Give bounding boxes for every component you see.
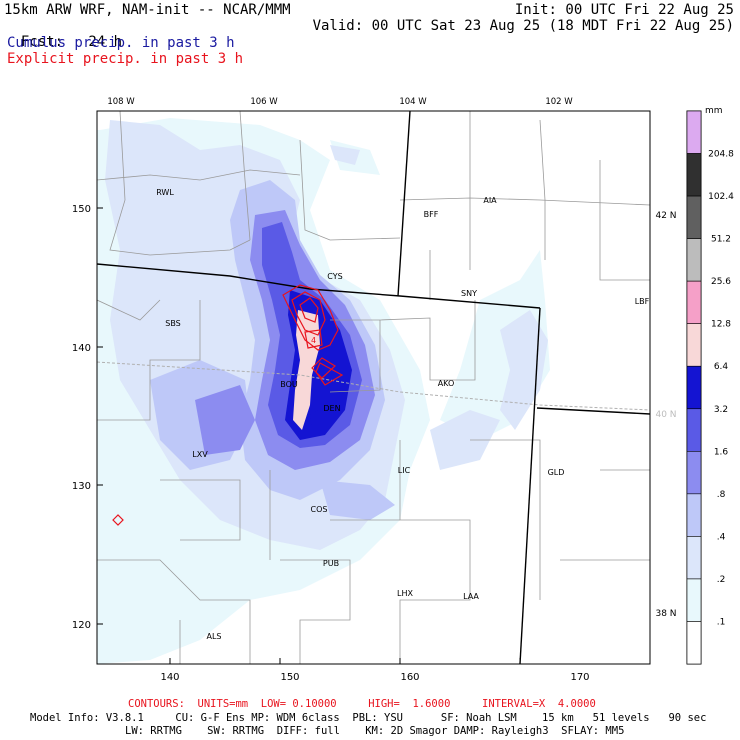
station-laa: LAA [463,592,479,601]
station-den: DEN [323,404,340,413]
map-frame [96,110,651,665]
station-labels: RWL BFF AIA CYS SNY LBF SBS AKO BOU DEN … [156,188,649,641]
grid-ticks [97,207,521,664]
state-borders [96,110,651,665]
lon-label: 102 W [545,97,573,107]
legend-level: .4 [717,532,726,542]
legend-swatch [686,110,702,154]
legend-swatch [686,621,702,665]
latitude-labels: 42 N 40 N 38 N [655,211,676,619]
legend-swatch [686,280,702,324]
legend-level: 51.2 [711,235,731,245]
station-als: ALS [206,632,221,641]
explicit-precip-label: Explicit precip. in past 3 h [7,51,244,67]
legend-level: .2 [717,575,726,585]
physics-info: LW: RRTMG SW: RRTMG DIFF: full KM: 2D Sm… [125,725,625,737]
model-title: 15km ARW WRF, NAM-init -- NCAR/MMM [4,2,291,18]
legend-swatch [686,323,702,367]
legend-level: 1.6 [714,447,729,457]
legend-level: 25.6 [711,277,731,287]
legend-level: 3.2 [714,405,728,415]
longitude-labels: 108 W 106 W 104 W 102 W [107,97,573,107]
county-lines [97,111,650,664]
lon-label: 108 W [107,97,135,107]
station-pub: PUB [323,559,339,568]
init-time: Init: 00 UTC Fri 22 Aug 25 [514,2,734,18]
y-tick: 140 [72,343,91,354]
model-info: Model Info: V3.8.1 CU: G-F Ens MP: WDM 6… [30,712,707,724]
legend-swatch [686,153,702,197]
x-tick: 140 [160,672,179,683]
y-tick-labels: 120 130 140 150 [72,204,91,631]
station-lxv: LXV [192,450,208,459]
station-lbf: LBF [635,297,650,306]
y-tick: 150 [72,204,91,215]
legend-level: 204.8 [708,150,734,160]
legend-unit: mm [705,106,723,116]
legend-level: .8 [717,490,726,500]
station-bff: BFF [424,210,439,219]
precip-legend: mm 204.8 102.4 51.2 25.6 12.8 6.4 3.2 1.6 .8 .4 .2… [686,106,734,665]
station-gld: GLD [548,468,565,477]
contour-label: 4 [311,336,316,345]
legend-swatch [686,536,702,580]
legend-swatch [686,195,702,239]
station-lic: LIC [398,466,411,475]
forecast-label: Fcst: [20,34,64,50]
station-cys: CYS [327,272,342,281]
x-tick: 150 [280,672,299,683]
station-lhx: LHX [397,589,413,598]
valid-time: Valid: 00 UTC Sat 23 Aug 25 (18 MDT Fri … [312,18,734,34]
contour-info: CONTOURS: UNITS=mm LOW= 0.10000 HIGH= 1.… [128,698,596,710]
x-tick: 160 [400,672,419,683]
lat-label: 38 N [655,609,676,619]
y-tick: 120 [72,620,91,631]
lon-label: 104 W [399,97,427,107]
explicit-precip-contours [112,284,344,526]
lon-label: 106 W [250,97,278,107]
legend-swatch [686,238,702,282]
legend-level: .1 [717,617,726,627]
legend-level: 6.4 [714,362,729,372]
station-ako: AKO [438,379,455,388]
forecast-hour: Fcst: 24 h [4,18,122,50]
forecast-value: 24 h [88,34,123,50]
lat-label: 40 N [655,410,676,420]
legend-level: 102.4 [708,192,734,202]
station-sbs: SBS [165,319,181,328]
legend-swatch [686,493,702,537]
station-bou: BOU [280,380,298,389]
station-cos: COS [311,505,328,514]
lat-label: 42 N [655,211,676,221]
y-tick: 130 [72,481,91,492]
cumulus-precip-label: Cumulus precip. in past 3 h [7,35,235,51]
station-aia: AIA [483,196,497,205]
x-tick-labels: 140 150 160 170 [160,672,589,683]
legend-swatch [686,578,702,622]
legend-swatch [686,451,702,495]
legend-swatch [686,365,702,410]
station-rwl: RWL [156,188,174,197]
x-tick: 170 [570,672,589,683]
legend-level: 12.8 [711,320,731,330]
legend-swatch [686,408,702,452]
station-sny: SNY [461,289,477,298]
latitude-40n-line [96,361,651,411]
